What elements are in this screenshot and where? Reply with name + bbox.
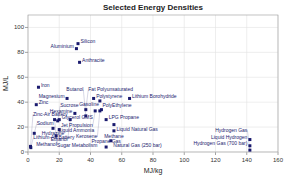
leaders bbox=[31, 90, 250, 150]
point bbox=[105, 118, 108, 121]
point-label: Sucrose bbox=[60, 102, 79, 108]
point-label: Gasoline bbox=[79, 101, 99, 107]
tick-label: 80 bbox=[17, 49, 24, 55]
x-axis-label: MJ/kg bbox=[144, 167, 163, 175]
tick bbox=[90, 152, 91, 155]
tick-label: 60 bbox=[118, 157, 125, 163]
tick-label: 60 bbox=[17, 74, 24, 80]
point-label: Lithium Borohydride bbox=[132, 93, 177, 99]
tick bbox=[59, 152, 60, 155]
point bbox=[37, 86, 40, 89]
leader-line bbox=[247, 130, 250, 150]
leader-line bbox=[31, 114, 34, 146]
labels: Aluminium Silicon Anthracite Iron ZincMagnes… bbox=[33, 38, 248, 148]
tick-label: 0 bbox=[26, 157, 30, 163]
tick bbox=[246, 152, 247, 155]
tick bbox=[184, 152, 185, 155]
tick-label: 140 bbox=[242, 157, 253, 163]
point-label: Zinc bbox=[39, 99, 49, 105]
leader-line bbox=[93, 111, 96, 126]
point-label: Iron bbox=[41, 82, 50, 88]
marks bbox=[29, 42, 251, 151]
plot-area bbox=[28, 15, 278, 152]
tick bbox=[153, 152, 154, 155]
point bbox=[75, 47, 78, 50]
point-label: Silicon bbox=[81, 38, 96, 44]
tick-label: 160 bbox=[273, 157, 284, 163]
grid-line bbox=[28, 27, 278, 28]
tick bbox=[25, 102, 28, 103]
tick-label: 120 bbox=[210, 157, 221, 163]
tick bbox=[278, 152, 279, 155]
tick bbox=[25, 52, 28, 53]
point-label: Anthracite bbox=[82, 57, 105, 63]
tick bbox=[215, 152, 216, 155]
point-label: Liquid Ammonia bbox=[59, 127, 95, 133]
tick-label: 40 bbox=[87, 157, 94, 163]
point-label: Lithium-Air Battery bbox=[33, 134, 75, 140]
point-label: Liquid Hydrogen bbox=[211, 134, 248, 140]
tick-label: 100 bbox=[14, 24, 25, 30]
point-label: Propane Gas bbox=[91, 138, 121, 144]
point-label: LPG Propane bbox=[109, 114, 140, 120]
point-label: Aluminium bbox=[51, 43, 74, 49]
point-label: Butanol bbox=[66, 86, 83, 92]
tick bbox=[28, 152, 29, 155]
point-label: PolyEthylene bbox=[102, 102, 131, 108]
tick-label: 100 bbox=[179, 157, 190, 163]
grid-line bbox=[184, 15, 185, 152]
point bbox=[128, 97, 131, 100]
tick-label: 20 bbox=[17, 124, 24, 130]
tick bbox=[25, 27, 28, 28]
title: Selected Energy Densities bbox=[103, 3, 204, 12]
y-axis-label: MJ/L bbox=[2, 76, 9, 91]
tick bbox=[121, 152, 122, 155]
point-label: Fat Polyunsaturated bbox=[88, 86, 133, 92]
point bbox=[105, 146, 108, 149]
point bbox=[77, 42, 80, 45]
tick-label: 0 bbox=[21, 149, 25, 155]
point-label: Polystyrene bbox=[96, 93, 122, 99]
tick-label: 40 bbox=[17, 99, 24, 105]
point bbox=[78, 61, 81, 64]
point-label: Hydrogen Gas bbox=[215, 127, 248, 133]
point bbox=[248, 144, 251, 147]
point bbox=[66, 97, 69, 100]
leader-line bbox=[97, 111, 100, 137]
point-label: Hydrogen Gas (700 bar) bbox=[193, 140, 247, 146]
plot-frame bbox=[28, 15, 278, 152]
chart: 0 20 40 60 80 100 120 140 160 0 20 40 60 80 100 Selecte… bbox=[0, 0, 284, 177]
point bbox=[35, 103, 38, 106]
tick bbox=[25, 152, 28, 153]
point-label: Zinc-Air Battery bbox=[33, 111, 68, 117]
tick-label: 20 bbox=[56, 157, 63, 163]
grid-line bbox=[28, 77, 278, 78]
tick bbox=[25, 77, 28, 78]
tick bbox=[25, 127, 28, 128]
point-label: Magnesium bbox=[39, 93, 65, 99]
point-label: Liquid Natural Gas bbox=[116, 126, 158, 132]
grid-line bbox=[28, 52, 278, 53]
point bbox=[112, 123, 115, 126]
point-label: Sodium bbox=[37, 120, 54, 126]
tick-label: 80 bbox=[150, 157, 157, 163]
point-label: Methanol bbox=[36, 141, 57, 147]
point bbox=[92, 97, 95, 100]
